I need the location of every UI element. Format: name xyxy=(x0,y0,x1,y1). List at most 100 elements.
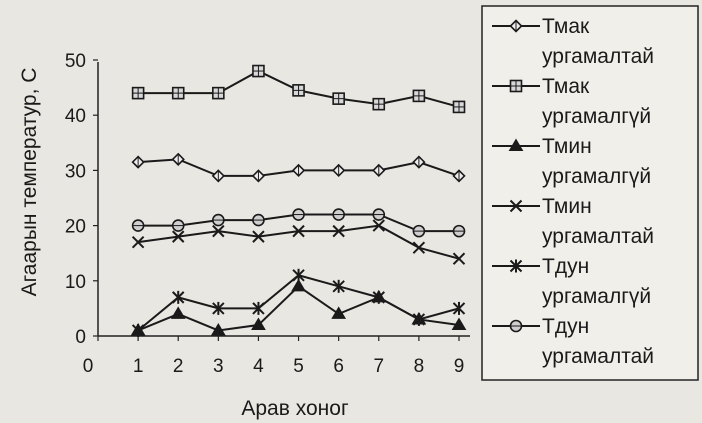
legend-marker-1 xyxy=(509,79,523,93)
data-point-1-3 xyxy=(252,64,265,78)
data-point-4-5 xyxy=(332,279,345,293)
x-tick-label-4: 4 xyxy=(253,356,264,377)
legend-label-5-line1: Тдун xyxy=(542,315,589,338)
series-0 xyxy=(131,152,466,183)
y-tick-label-0: 0 xyxy=(75,327,86,348)
legend-label-5-line2: ургамалтай xyxy=(542,345,654,368)
data-point-4-3 xyxy=(252,301,265,315)
data-point-3-7 xyxy=(412,241,426,254)
data-point-3-2 xyxy=(212,224,225,238)
data-point-1-7 xyxy=(412,89,426,103)
data-point-0-7 xyxy=(412,155,426,169)
y-tick-label-2: 20 xyxy=(65,217,86,238)
x-tick-labels: 0 1 2 3 4 5 6 7 8 9 xyxy=(83,336,465,377)
data-point-4-6 xyxy=(372,290,385,304)
data-point-0-2 xyxy=(211,169,225,183)
x-tick-label-1: 1 xyxy=(133,356,144,377)
data-point-1-6 xyxy=(372,97,386,111)
legend-entry-5: Тдун ургамалтай xyxy=(492,315,654,368)
legend-entry-3: Тмин ургамалтай xyxy=(492,195,654,248)
data-point-5-0 xyxy=(131,219,145,232)
data-point-1-8 xyxy=(452,100,466,114)
y-tick-label-3: 30 xyxy=(65,161,86,182)
y-tick-label-5: 50 xyxy=(65,51,86,72)
y-tick-label-4: 40 xyxy=(65,106,86,127)
data-point-5-4 xyxy=(292,208,305,221)
data-point-5-6 xyxy=(372,208,386,221)
series-line-2 xyxy=(137,285,460,332)
data-point-1-2 xyxy=(212,86,225,100)
legend-label-1-line1: Тмак xyxy=(542,75,590,98)
data-point-0-5 xyxy=(332,163,346,178)
data-point-4-1 xyxy=(172,290,185,304)
x-tick-label-6: 6 xyxy=(333,356,344,377)
data-point-3-8 xyxy=(452,252,466,265)
series-5 xyxy=(131,208,466,238)
data-point-3-6 xyxy=(372,219,385,232)
x-tick-label-7: 7 xyxy=(373,356,384,377)
legend-label-2-line2: ургамалгүй xyxy=(542,165,651,188)
data-point-2-3 xyxy=(251,317,266,330)
legend-label-3-line2: ургамалтай xyxy=(542,225,654,248)
data-point-3-3 xyxy=(252,230,265,243)
x-tick-label-2: 2 xyxy=(173,356,184,377)
legend-label-0-line2: ургамалтай xyxy=(542,45,654,68)
data-point-5-2 xyxy=(212,213,225,227)
y-tick-labels: 0 10 20 30 40 50 xyxy=(65,51,98,348)
x-axis-label: Арав хоног xyxy=(241,397,349,420)
x-tick-label-9: 9 xyxy=(454,356,465,377)
data-point-1-1 xyxy=(171,86,185,100)
data-point-5-7 xyxy=(412,224,426,238)
legend-label-3-line1: Тмин xyxy=(542,195,592,218)
data-point-2-2 xyxy=(210,322,226,336)
series-4 xyxy=(131,268,466,337)
data-point-2-4 xyxy=(291,278,306,292)
legend-marker-2 xyxy=(508,138,524,151)
legend-entry-4: Тдун ургамалгүй xyxy=(492,255,651,308)
legend: Тмак ургамалтай Тмак ургамалгүй Тмин ургамалг… xyxy=(492,15,654,368)
legend-entry-2: Тмин ургамалгүй xyxy=(492,135,651,188)
legend-marker-5 xyxy=(509,319,523,333)
data-point-4-8 xyxy=(452,301,466,315)
x-tick-label-8: 8 xyxy=(414,356,425,377)
y-tick-label-1: 10 xyxy=(65,272,86,293)
x-tick-label-0: 0 xyxy=(83,356,94,377)
data-point-4-7 xyxy=(412,312,426,326)
data-point-2-5 xyxy=(331,306,347,319)
data-point-0-6 xyxy=(372,163,386,178)
x-tick-label-5: 5 xyxy=(293,356,304,377)
legend-marker-0 xyxy=(509,19,523,33)
legend-marker-4 xyxy=(509,259,523,273)
data-point-5-3 xyxy=(252,213,265,227)
data-point-5-8 xyxy=(452,224,466,238)
legend-marker-3 xyxy=(509,199,523,213)
data-point-2-8 xyxy=(451,317,467,330)
data-point-5-5 xyxy=(332,208,345,221)
legend-box xyxy=(481,5,699,381)
data-point-3-5 xyxy=(332,224,345,238)
legend-label-2-line1: Тмин xyxy=(542,135,592,158)
data-point-4-4 xyxy=(292,268,305,282)
data-point-2-1 xyxy=(170,306,186,319)
legend-label-4-line1: Тдун xyxy=(542,255,589,278)
data-point-5-1 xyxy=(171,219,185,232)
data-point-3-4 xyxy=(292,224,305,238)
data-point-1-5 xyxy=(332,92,345,105)
series-layer xyxy=(130,64,467,337)
data-point-0-8 xyxy=(452,169,466,183)
data-point-0-3 xyxy=(251,169,266,183)
data-point-1-4 xyxy=(292,84,305,97)
legend-label-4-line2: ургамалгүй xyxy=(542,285,651,308)
data-point-1-0 xyxy=(131,86,145,100)
legend-entry-0: Тмак ургамалтай xyxy=(492,15,654,68)
y-axis-label: Агаарын температур, С xyxy=(18,68,41,297)
data-point-0-1 xyxy=(171,152,185,166)
legend-label-1-line2: ургамалгүй xyxy=(542,105,651,128)
legend-entry-1: Тмак ургамалгүй xyxy=(492,75,651,128)
legend-label-0-line1: Тмак xyxy=(542,15,590,38)
series-3 xyxy=(131,219,466,265)
data-point-4-2 xyxy=(212,301,225,315)
data-point-0-0 xyxy=(131,155,145,169)
data-point-4-0 xyxy=(131,323,145,337)
